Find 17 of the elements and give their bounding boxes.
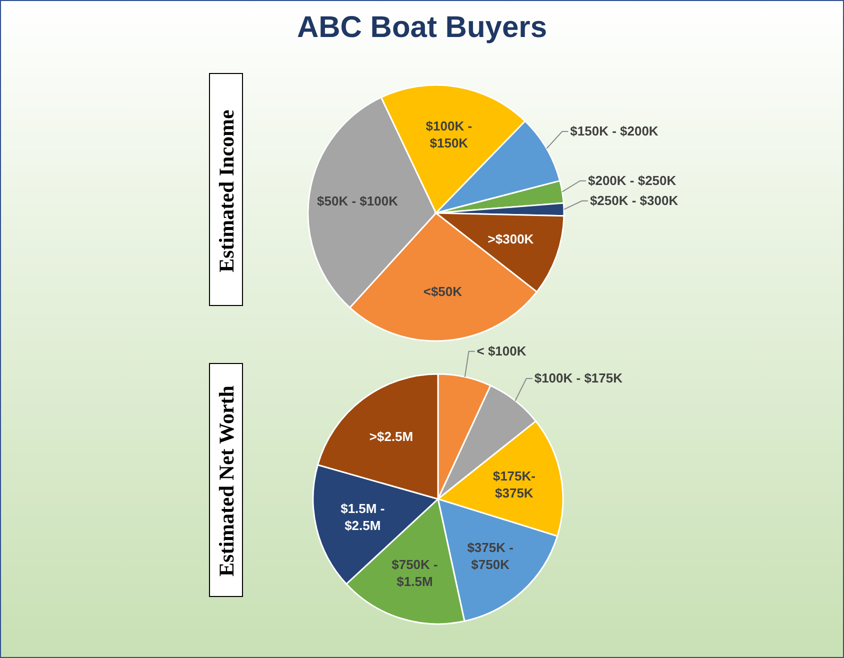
slice-label: $150K - $200K [570, 124, 659, 139]
slice-label: $50K - $100K [317, 193, 399, 208]
chart-title: ABC Boat Buyers [296, 11, 548, 45]
slice-label: $375K - $750K [467, 540, 514, 572]
text: Estimated Income [214, 109, 240, 272]
slice-label: $750K - $1.5M [392, 556, 438, 589]
slice-label: >$300K [488, 232, 534, 247]
slice-label: < $100K [476, 343, 527, 358]
slice-label: $1.5M - $2.5M [340, 501, 385, 534]
slice-label: $175K-$375K [492, 468, 536, 501]
slice-label: $100K - $150K [426, 118, 472, 151]
slice-label: $100K - $175K [534, 370, 624, 386]
slice-label: <$50K [423, 284, 463, 300]
slice-label: >$2.5M [369, 429, 414, 444]
text: Estimated Net Worth [214, 386, 240, 576]
slice-label: $250K - $300K [590, 192, 679, 208]
slice-label: $200K - $250K [588, 172, 677, 188]
